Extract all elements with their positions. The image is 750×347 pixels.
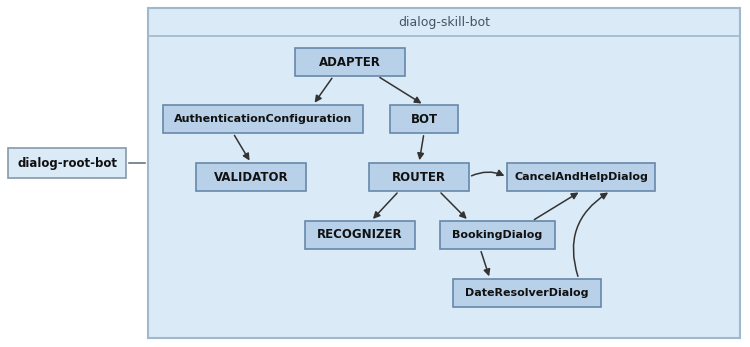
FancyBboxPatch shape [369,163,469,191]
Text: ADAPTER: ADAPTER [319,56,381,68]
Text: BookingDialog: BookingDialog [452,230,542,240]
Text: VALIDATOR: VALIDATOR [214,170,288,184]
FancyBboxPatch shape [507,163,655,191]
FancyBboxPatch shape [390,105,458,133]
FancyBboxPatch shape [163,105,363,133]
FancyBboxPatch shape [305,221,415,249]
Text: AuthenticationConfiguration: AuthenticationConfiguration [174,114,352,124]
FancyBboxPatch shape [453,279,601,307]
Text: dialog-root-bot: dialog-root-bot [17,156,117,169]
FancyBboxPatch shape [440,221,555,249]
Text: DateResolverDialog: DateResolverDialog [465,288,589,298]
FancyBboxPatch shape [8,148,126,178]
Text: RECOGNIZER: RECOGNIZER [317,229,403,242]
FancyBboxPatch shape [295,48,405,76]
Text: dialog-skill-bot: dialog-skill-bot [398,16,490,28]
Text: ROUTER: ROUTER [392,170,446,184]
Text: CancelAndHelpDialog: CancelAndHelpDialog [514,172,648,182]
FancyBboxPatch shape [196,163,306,191]
Text: BOT: BOT [410,112,437,126]
FancyBboxPatch shape [148,8,740,338]
